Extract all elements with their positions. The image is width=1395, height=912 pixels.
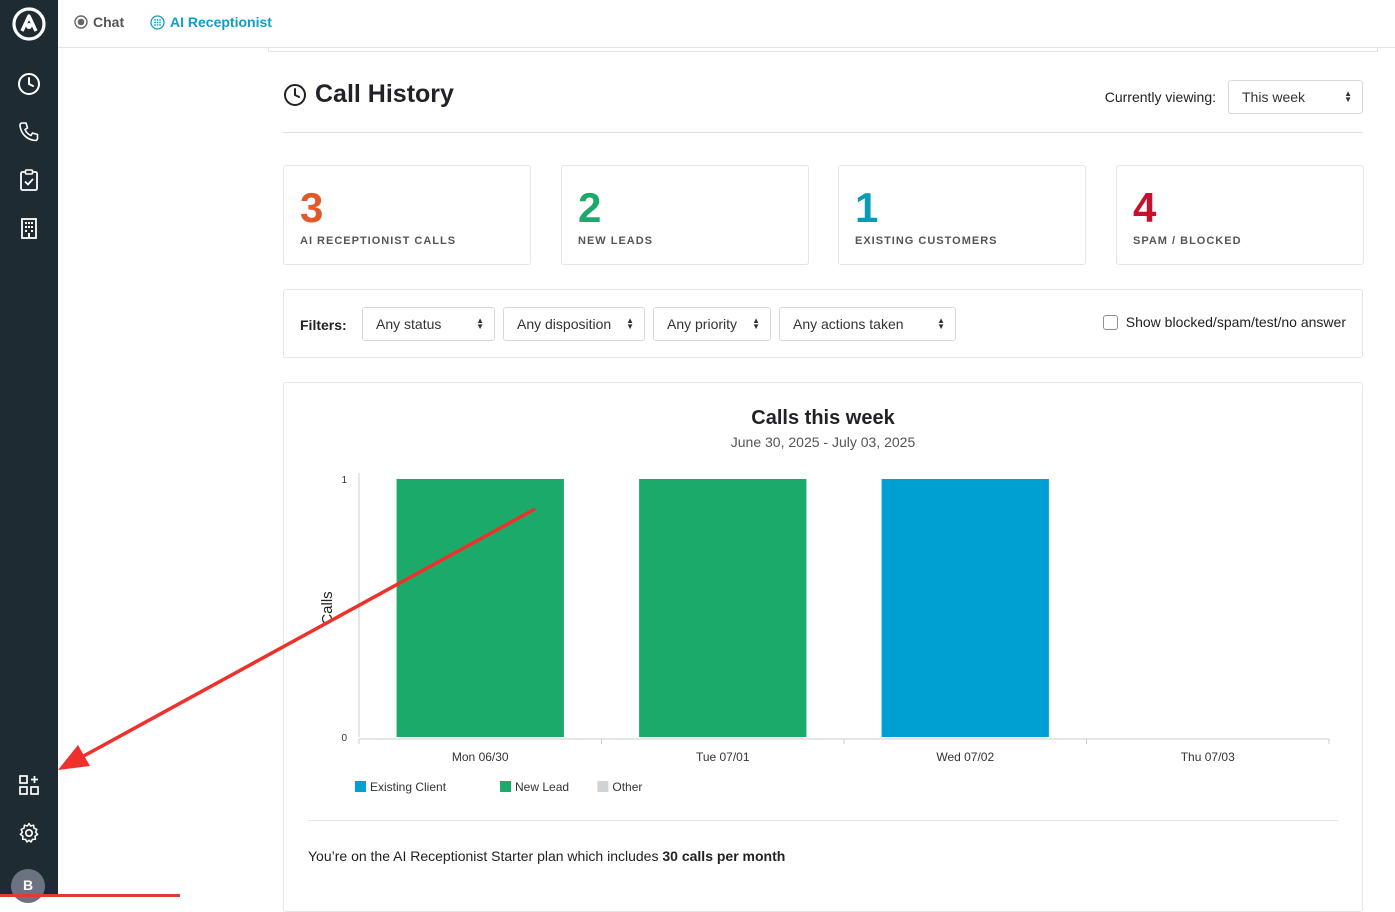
arrow-head xyxy=(58,745,90,770)
y-axis-label: Calls xyxy=(319,591,336,624)
show-blocked-checkbox[interactable]: Show blocked/spam/test/no answer xyxy=(1102,314,1346,330)
legend-label: Existing Client xyxy=(370,780,447,794)
tab-chat-label: Chat xyxy=(93,14,125,30)
updown-icon: ▲ ▼ xyxy=(626,316,634,331)
period-select[interactable]: This week ▲ ▼ xyxy=(1228,80,1363,114)
status-select[interactable]: Any status ▲ ▼ xyxy=(362,307,495,341)
updown-icon: ▲ ▼ xyxy=(937,316,945,331)
chart-card: Calls this week June 30, 2025 - July 03,… xyxy=(283,382,1363,912)
updown-icon: ▲ ▼ xyxy=(1344,89,1352,104)
legend-swatch xyxy=(500,781,511,792)
legend-swatch xyxy=(597,781,609,792)
x-tick-label: Thu 07/03 xyxy=(1181,750,1235,764)
x-tick-label: Mon 06/30 xyxy=(452,750,509,764)
divider xyxy=(308,820,1338,821)
page-title-text: Call History xyxy=(315,80,454,108)
actions-select[interactable]: Any actions taken ▲ ▼ xyxy=(779,307,956,341)
stat-card-spam-blocked: 4 SPAM / BLOCKED xyxy=(1116,165,1364,265)
avatar[interactable]: B xyxy=(11,869,45,903)
panel-edge xyxy=(268,48,1378,52)
legend-label: New Lead xyxy=(515,780,569,794)
viewing-control: Currently viewing: This week ▲ ▼ xyxy=(1105,80,1363,114)
tab-ai-receptionist[interactable]: AI Receptionist xyxy=(150,14,272,30)
legend-swatch xyxy=(355,781,366,792)
checkbox-box[interactable] xyxy=(1102,314,1118,330)
gear-icon[interactable] xyxy=(14,818,44,848)
progress-bar xyxy=(0,894,180,897)
stat-label: SPAM / BLOCKED xyxy=(1133,235,1242,247)
chat-bubble-icon xyxy=(74,15,88,29)
actions-select-value: Any actions taken xyxy=(793,316,904,332)
status-select-value: Any status xyxy=(376,316,442,332)
priority-select[interactable]: Any priority ▲ ▼ xyxy=(653,307,771,341)
tab-ai-receptionist-label: AI Receptionist xyxy=(170,14,272,30)
tab-chat[interactable]: Chat xyxy=(74,14,124,30)
priority-select-value: Any priority xyxy=(667,316,738,332)
logo-icon[interactable] xyxy=(11,6,47,42)
plan-notice: You’re on the AI Receptionist Starter pl… xyxy=(308,848,785,864)
disposition-select-value: Any disposition xyxy=(517,316,612,332)
plan-text: You’re on the AI Receptionist Starter pl… xyxy=(308,848,659,864)
globe-grid-icon xyxy=(150,14,165,30)
page-title: Call History xyxy=(283,80,454,109)
x-tick-label: Tue 07/01 xyxy=(696,750,750,764)
period-select-value: This week xyxy=(1242,89,1306,105)
stat-card-existing-customers: 1 EXISTING CUSTOMERS xyxy=(838,165,1086,265)
stat-card-ai-calls: 3 AI RECEPTIONIST CALLS xyxy=(283,165,531,265)
building-icon[interactable] xyxy=(14,213,44,243)
filters-label: Filters: xyxy=(300,317,347,333)
bar-new-lead xyxy=(639,479,807,737)
y-tick-label: 0 xyxy=(341,733,347,744)
clock-icon[interactable] xyxy=(14,69,44,99)
stat-label: EXISTING CUSTOMERS xyxy=(855,235,998,247)
stat-label: NEW LEADS xyxy=(578,235,653,247)
stat-value: 3 xyxy=(300,184,324,231)
legend-label: Other xyxy=(612,780,642,794)
apps-grid-icon[interactable] xyxy=(14,770,44,800)
stat-value: 2 xyxy=(578,184,602,231)
stat-value: 1 xyxy=(855,184,879,231)
top-bar: Chat AI Receptionist xyxy=(58,0,1395,48)
calls-bar-chart: 0 1 Calls Mon 06/30 Tue 07/01 Wed 07/02 Thu 07… xyxy=(319,473,1330,794)
page-header: Call History Currently viewing: This wee… xyxy=(283,80,1363,133)
updown-icon: ▲ ▼ xyxy=(752,316,760,331)
show-blocked-label: Show blocked/spam/test/no answer xyxy=(1125,314,1346,330)
stat-value: 4 xyxy=(1133,184,1157,231)
stat-card-new-leads: 2 NEW LEADS xyxy=(561,165,809,265)
bar-existing-client xyxy=(881,479,1049,737)
clock-icon xyxy=(284,83,306,106)
disposition-select[interactable]: Any disposition ▲ ▼ xyxy=(503,307,645,341)
y-tick-label: 1 xyxy=(341,475,347,486)
chart-title: Calls this week xyxy=(751,407,895,429)
phone-icon[interactable] xyxy=(14,117,44,147)
plan-calls-limit: 30 calls per month xyxy=(662,848,786,864)
bar-new-lead xyxy=(396,479,564,737)
sidebar: B xyxy=(0,0,58,903)
stat-label: AI RECEPTIONIST CALLS xyxy=(300,235,457,247)
x-tick-label: Wed 07/02 xyxy=(936,750,994,764)
chart-subtitle: June 30, 2025 - July 03, 2025 xyxy=(730,434,916,450)
viewing-label: Currently viewing: xyxy=(1104,89,1216,105)
clipboard-check-icon[interactable] xyxy=(14,165,44,195)
filters-bar: Filters: Any status ▲ ▼ Any disposition ▲… xyxy=(283,289,1363,358)
updown-icon: ▲ ▼ xyxy=(476,316,484,331)
